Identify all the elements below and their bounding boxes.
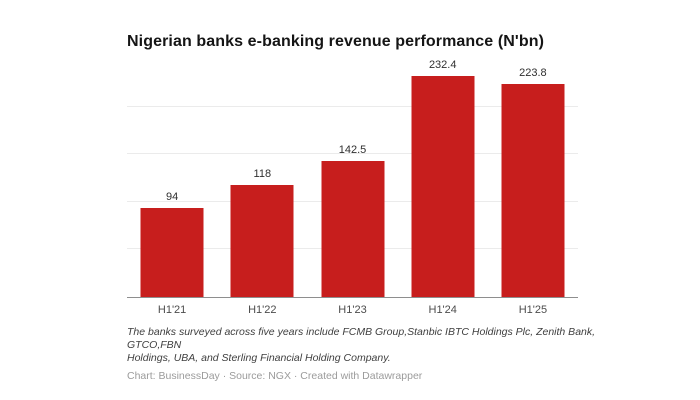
gridline [127,105,578,107]
bar-column: 118 H1'22 [217,60,307,316]
bar-column: 223.8 H1'25 [488,60,578,316]
x-axis-label: H1'21 [157,304,187,316]
bars-row: 94 H1'21 118 H1'22 142.5 H1'23 232.4 H1'24 223.8… [127,58,578,316]
x-axis-label: H1'24 [428,304,457,316]
bar [140,207,204,297]
footnote-line-2: Holdings, UBA, and Sterling Financial Ho… [127,352,391,364]
x-axis-label: H1'25 [518,304,548,316]
bar-value-label: 223.8 [519,67,547,79]
bar-value-label: 232.4 [428,58,457,71]
bar-value-label: 142.5 [338,144,367,157]
gridline [127,153,578,155]
bar [230,184,294,297]
bar-column: 232.4 H1'24 [398,58,488,316]
plot-area: 94 H1'21 118 H1'22 142.5 H1'23 232.4 H1'24 223.8… [127,58,578,316]
chart-title: Nigerian banks e-banking revenue perform… [127,33,544,50]
footnote-line-1: The banks surveyed across five years inc… [127,326,596,351]
notes-block: The banks surveyed across five years inc… [127,326,599,382]
bar [411,75,475,297]
bar-value-label: 94 [165,190,179,203]
credit-line: Chart: BusinessDay · Source: NGX · Creat… [127,370,423,382]
x-axis-label: H1'22 [248,304,277,316]
bar [321,161,384,297]
bar-value-label: 118 [253,167,272,180]
bar [501,84,565,297]
x-axis-label: H1'23 [338,304,367,316]
bar-column: 94 H1'21 [127,60,217,316]
bar-column: 142.5 H1'23 [307,60,397,316]
footnote: The banks surveyed across five years inc… [127,326,599,365]
